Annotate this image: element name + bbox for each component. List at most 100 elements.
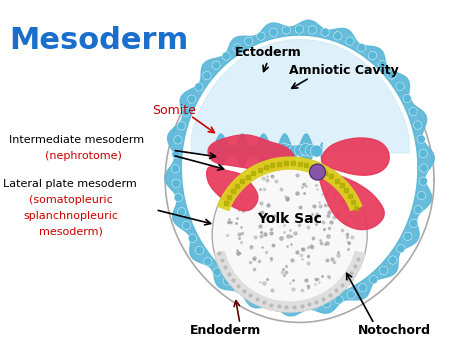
Circle shape <box>310 302 318 310</box>
Circle shape <box>171 165 180 173</box>
Circle shape <box>174 193 182 202</box>
Circle shape <box>278 143 291 155</box>
Circle shape <box>347 290 356 299</box>
Text: Somite: Somite <box>153 104 196 116</box>
Text: Notochord: Notochord <box>357 324 430 337</box>
Circle shape <box>268 145 280 157</box>
Circle shape <box>397 245 405 253</box>
Text: Ectoderm: Ectoderm <box>235 46 301 59</box>
Circle shape <box>230 144 243 156</box>
Circle shape <box>241 144 253 156</box>
Text: Amniotic Cavity: Amniotic Cavity <box>290 64 399 77</box>
Circle shape <box>177 208 186 216</box>
Circle shape <box>236 143 248 155</box>
Circle shape <box>213 268 221 276</box>
Circle shape <box>172 150 180 158</box>
Circle shape <box>269 28 278 37</box>
Circle shape <box>368 51 377 60</box>
Circle shape <box>212 61 220 69</box>
Circle shape <box>204 257 212 266</box>
Circle shape <box>294 144 307 156</box>
Text: Lateral plate mesoderm: Lateral plate mesoderm <box>3 179 137 189</box>
Circle shape <box>419 177 428 185</box>
Circle shape <box>172 179 180 187</box>
Circle shape <box>188 95 196 103</box>
Circle shape <box>417 135 425 143</box>
Circle shape <box>273 144 285 156</box>
Circle shape <box>195 246 204 255</box>
Circle shape <box>283 302 292 311</box>
Circle shape <box>419 164 428 172</box>
Polygon shape <box>321 138 389 175</box>
Circle shape <box>203 71 211 80</box>
Polygon shape <box>207 167 258 211</box>
Polygon shape <box>215 251 365 312</box>
Circle shape <box>357 44 366 52</box>
Circle shape <box>322 300 331 308</box>
Circle shape <box>310 145 322 157</box>
Circle shape <box>289 145 301 157</box>
Circle shape <box>295 25 303 33</box>
Circle shape <box>300 143 312 155</box>
Polygon shape <box>165 20 434 316</box>
Circle shape <box>225 145 237 157</box>
Text: Mesoderm: Mesoderm <box>9 26 189 55</box>
Circle shape <box>182 221 191 229</box>
Circle shape <box>257 32 265 40</box>
Circle shape <box>335 296 343 304</box>
Circle shape <box>246 145 258 157</box>
Circle shape <box>258 296 266 305</box>
Circle shape <box>220 144 232 156</box>
Circle shape <box>414 121 422 129</box>
Circle shape <box>212 157 367 312</box>
Circle shape <box>308 26 317 34</box>
Circle shape <box>305 144 317 156</box>
Circle shape <box>296 303 305 311</box>
Circle shape <box>223 277 231 285</box>
Circle shape <box>233 44 241 52</box>
Polygon shape <box>319 171 384 230</box>
Circle shape <box>388 71 396 79</box>
Circle shape <box>380 266 388 275</box>
Circle shape <box>404 232 412 241</box>
Circle shape <box>177 122 185 130</box>
Circle shape <box>209 144 221 156</box>
Circle shape <box>195 83 203 91</box>
Circle shape <box>263 144 274 156</box>
Circle shape <box>409 107 417 116</box>
Circle shape <box>403 94 411 103</box>
Circle shape <box>417 191 426 200</box>
Circle shape <box>346 37 354 45</box>
Circle shape <box>182 108 190 116</box>
Text: (nephrotome): (nephrotome) <box>45 151 122 161</box>
Circle shape <box>369 275 378 284</box>
Circle shape <box>214 143 227 155</box>
Text: Yolk Sac: Yolk Sac <box>257 212 322 226</box>
Circle shape <box>284 144 296 156</box>
Circle shape <box>188 234 197 242</box>
Circle shape <box>252 144 264 156</box>
Circle shape <box>389 256 397 264</box>
Circle shape <box>271 300 279 308</box>
Circle shape <box>245 37 253 45</box>
Circle shape <box>358 284 367 292</box>
Text: mesoderm): mesoderm) <box>39 226 103 236</box>
Circle shape <box>414 206 422 214</box>
Circle shape <box>410 219 418 228</box>
Circle shape <box>282 26 291 34</box>
Text: (somatopleuric: (somatopleuric <box>29 195 113 205</box>
Circle shape <box>419 149 428 158</box>
Polygon shape <box>218 157 362 211</box>
Circle shape <box>334 32 342 40</box>
Circle shape <box>222 52 230 60</box>
Circle shape <box>174 136 182 144</box>
Circle shape <box>310 164 326 180</box>
Circle shape <box>378 61 387 69</box>
Circle shape <box>246 291 254 300</box>
Text: Endoderm: Endoderm <box>190 324 261 337</box>
Text: Intermediate mesoderm: Intermediate mesoderm <box>9 135 145 145</box>
Circle shape <box>321 28 329 36</box>
Circle shape <box>234 285 242 293</box>
Text: splanchnopleuric: splanchnopleuric <box>23 211 118 221</box>
Circle shape <box>396 82 404 91</box>
